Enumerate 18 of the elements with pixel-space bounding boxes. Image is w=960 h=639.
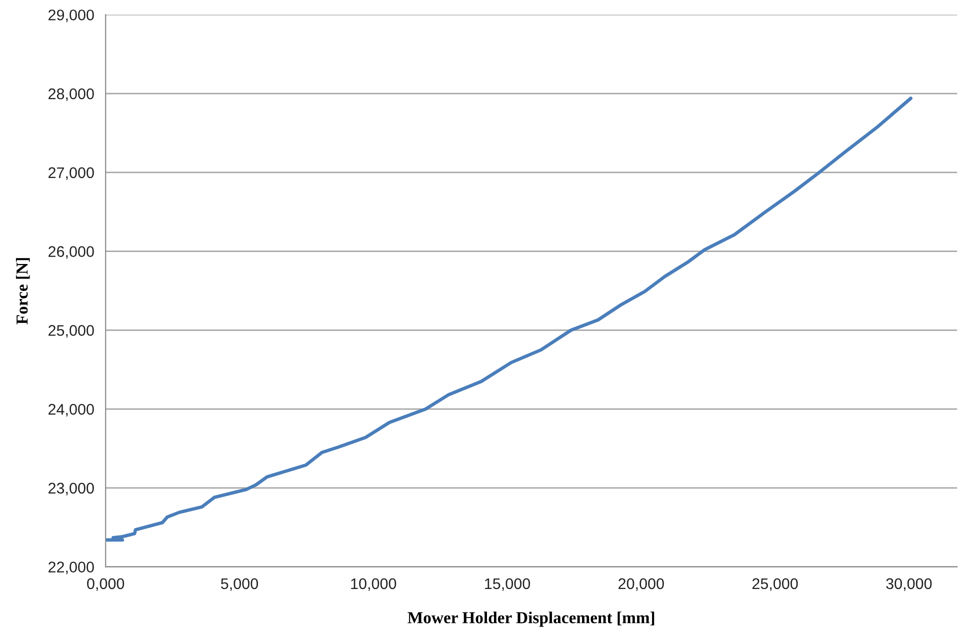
y-axis-title: Force [N] (16, 258, 30, 324)
x-tick-label: 10,000 (351, 578, 396, 591)
x-tick-label: 20,000 (618, 578, 664, 591)
y-tick-label: 26,000 (48, 246, 94, 259)
x-tick-label: 15,000 (485, 578, 530, 591)
x-tick-label: 30,000 (886, 578, 932, 591)
y-tick-label: 28,000 (48, 88, 94, 102)
x-tick-label: 25,000 (752, 578, 798, 591)
x-axis-title: Mower Holder Displacement [mm] (408, 612, 654, 627)
y-tick-label: 23,000 (48, 482, 94, 496)
y-tick-label: 24,000 (48, 404, 94, 417)
line-series (106, 96, 912, 542)
x-tick-label: 0,000 (87, 578, 124, 591)
x-tick-label: 5,000 (220, 578, 258, 591)
y-tick-label: 25,000 (48, 325, 94, 338)
y-tick-label: 29,000 (48, 10, 94, 22)
y-tick-label: 27,000 (48, 167, 94, 180)
y-tick-label: 22,000 (48, 562, 94, 574)
